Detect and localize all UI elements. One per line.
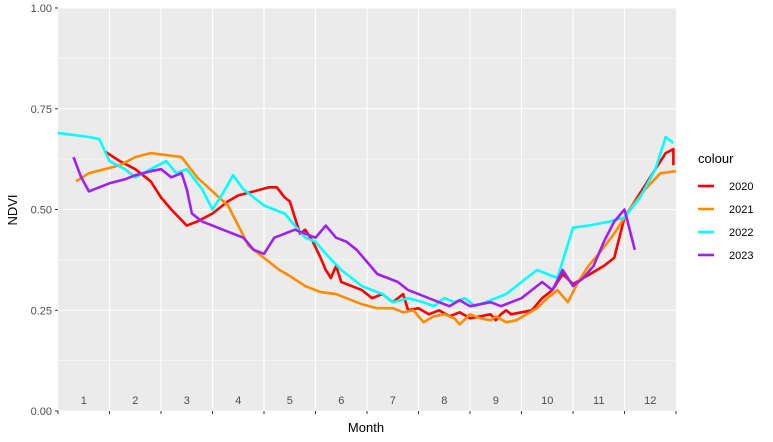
legend-title: colour bbox=[698, 151, 734, 166]
legend-label-2023: 2023 bbox=[729, 250, 753, 262]
x-axis-title: Month bbox=[348, 420, 384, 435]
y-tick-label: 1.00 bbox=[31, 3, 52, 15]
series-line-2022 bbox=[57, 131, 675, 308]
grid-layer bbox=[58, 7, 676, 412]
month-label: 11 bbox=[593, 395, 604, 407]
series-layer bbox=[57, 131, 677, 326]
month-label: 10 bbox=[541, 395, 553, 407]
month-label: 12 bbox=[644, 395, 656, 407]
month-label: 7 bbox=[390, 395, 396, 407]
x-axis bbox=[57, 411, 677, 414]
month-label: 6 bbox=[338, 395, 344, 407]
legend-items: 2020 2021 2022 2023 bbox=[696, 176, 753, 265]
legend-label-2020: 2020 bbox=[729, 181, 753, 193]
y-axis-title: NDVI bbox=[5, 194, 20, 225]
y-tick-label: 0.75 bbox=[31, 104, 52, 116]
y-tick-label: 0.50 bbox=[31, 205, 52, 217]
series-line-2021 bbox=[75, 151, 677, 326]
legend-label-2022: 2022 bbox=[729, 227, 753, 239]
month-label: 9 bbox=[493, 395, 499, 407]
month-label: 4 bbox=[235, 395, 241, 407]
legend-label-2021: 2021 bbox=[729, 204, 753, 216]
month-labels: 1 2 3 4 5 6 7 8 9 10 11 12 bbox=[81, 395, 657, 407]
legend: colour 2020 2021 2022 2023 bbox=[696, 151, 753, 265]
month-label: 2 bbox=[132, 395, 138, 407]
month-label: 1 bbox=[81, 395, 87, 407]
y-tick-label: 0.25 bbox=[31, 305, 52, 317]
month-label: 5 bbox=[287, 395, 293, 407]
month-label: 8 bbox=[441, 395, 447, 407]
series-line-2023 bbox=[72, 156, 637, 308]
month-label: 3 bbox=[184, 395, 190, 407]
y-axis: 0.00 0.25 0.50 0.75 1.00 bbox=[31, 3, 58, 418]
y-tick-label: 0.00 bbox=[31, 406, 52, 418]
